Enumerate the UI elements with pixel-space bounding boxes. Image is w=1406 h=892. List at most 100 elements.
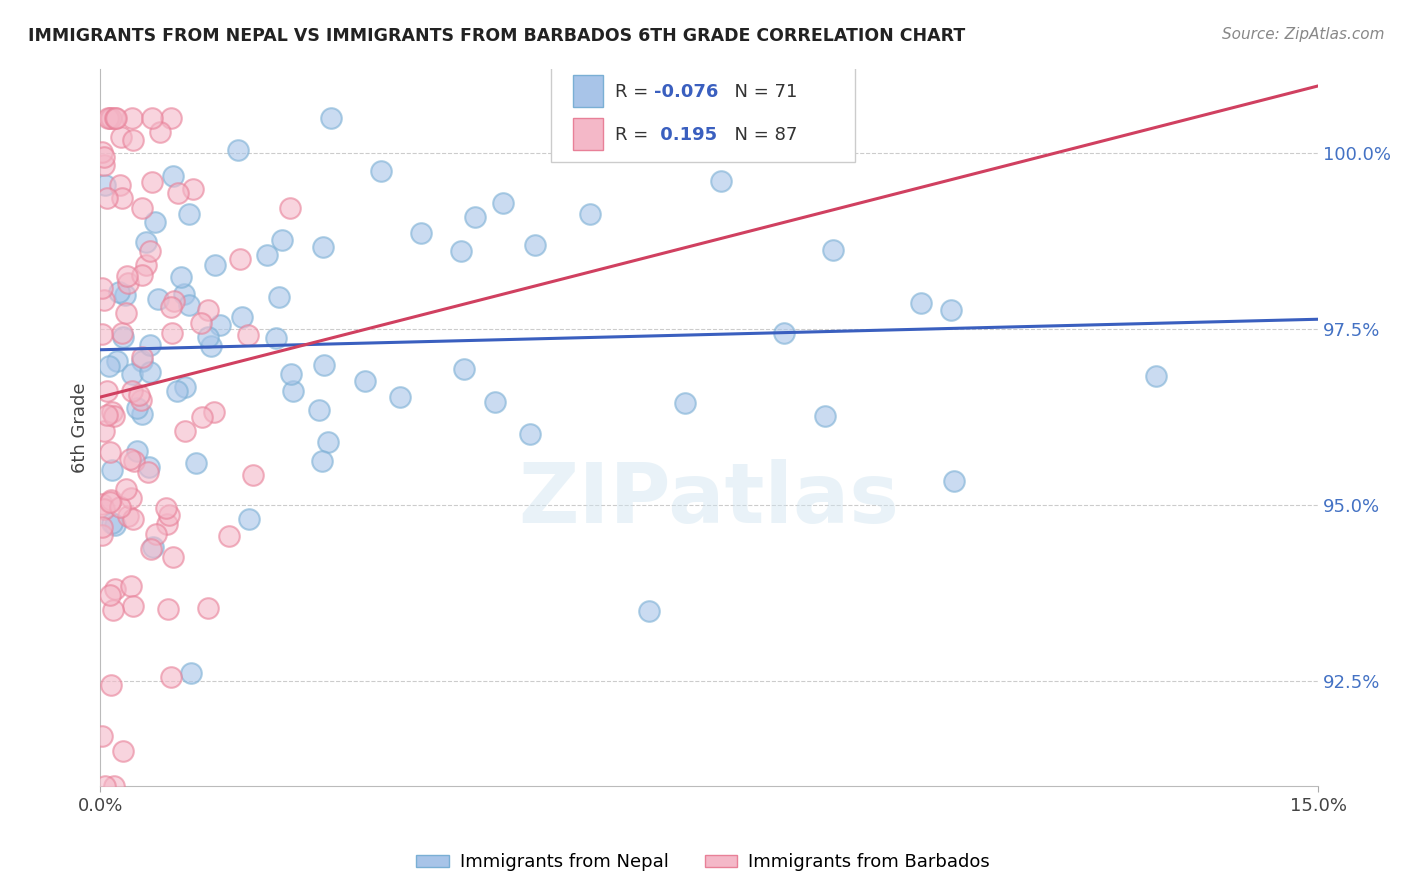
Y-axis label: 6th Grade: 6th Grade	[72, 382, 89, 473]
Point	[103, 779, 125, 793]
Point	[162, 169, 184, 183]
Point	[231, 310, 253, 324]
Point	[100, 462, 122, 476]
Point	[98, 111, 121, 125]
Point	[141, 541, 163, 556]
Point	[145, 526, 167, 541]
Point	[1144, 369, 1167, 384]
Point	[226, 143, 249, 157]
Point	[122, 133, 145, 147]
FancyBboxPatch shape	[551, 62, 855, 161]
Point	[98, 588, 121, 602]
Point	[97, 359, 120, 374]
Point	[157, 508, 180, 523]
Point	[354, 374, 377, 388]
Point	[118, 452, 141, 467]
Point	[204, 258, 226, 272]
Point	[111, 326, 134, 340]
Point	[173, 287, 195, 301]
Point	[131, 407, 153, 421]
Point	[108, 178, 131, 192]
Point	[160, 111, 183, 125]
Point	[197, 303, 219, 318]
Point	[93, 501, 115, 516]
Point	[131, 268, 153, 282]
Point	[450, 244, 472, 258]
Point	[492, 196, 515, 211]
Point	[242, 467, 264, 482]
Point	[135, 235, 157, 249]
Point	[111, 191, 134, 205]
Point	[94, 779, 117, 793]
Point	[104, 582, 127, 596]
Point	[160, 326, 183, 341]
Point	[638, 604, 661, 618]
Point	[101, 405, 124, 419]
Point	[96, 408, 118, 422]
Point	[101, 603, 124, 617]
Point	[314, 358, 336, 372]
Point	[177, 298, 200, 312]
Point	[173, 380, 195, 394]
Point	[163, 293, 186, 308]
Point	[131, 201, 153, 215]
Point	[464, 210, 486, 224]
Point	[311, 454, 333, 468]
Point	[155, 500, 177, 515]
Point	[453, 362, 475, 376]
Point	[135, 258, 157, 272]
Point	[96, 384, 118, 399]
Point	[101, 516, 124, 530]
Point	[98, 445, 121, 459]
Bar	[572, 118, 603, 151]
Point	[138, 459, 160, 474]
Point	[813, 409, 835, 423]
Point	[269, 290, 291, 304]
Text: N = 71: N = 71	[723, 83, 797, 102]
Point	[238, 328, 260, 343]
Point	[180, 665, 202, 680]
Point	[312, 240, 335, 254]
Text: Source: ZipAtlas.com: Source: ZipAtlas.com	[1222, 27, 1385, 42]
Point	[186, 456, 208, 470]
Point	[114, 288, 136, 302]
Point	[115, 268, 138, 283]
Text: -0.076: -0.076	[654, 83, 718, 102]
Point	[120, 579, 142, 593]
Point	[710, 174, 733, 188]
Point	[127, 401, 149, 415]
Point	[122, 599, 145, 614]
Point	[98, 495, 121, 509]
Point	[162, 549, 184, 564]
Point	[121, 111, 143, 125]
Point	[148, 292, 170, 306]
Point	[142, 540, 165, 554]
Point	[110, 130, 132, 145]
Point	[141, 175, 163, 189]
Point	[128, 388, 150, 402]
Point	[138, 465, 160, 479]
Point	[160, 670, 183, 684]
Point	[197, 600, 219, 615]
Point	[772, 326, 794, 341]
Legend: Immigrants from Nepal, Immigrants from Barbados: Immigrants from Nepal, Immigrants from B…	[409, 847, 997, 879]
Point	[139, 244, 162, 259]
Point	[121, 384, 143, 398]
Text: R =: R =	[616, 83, 654, 102]
Point	[942, 474, 965, 488]
Point	[191, 409, 214, 424]
Point	[108, 285, 131, 299]
Point	[93, 424, 115, 438]
Point	[91, 497, 114, 511]
Point	[121, 367, 143, 381]
Point	[138, 338, 160, 352]
Text: N = 87: N = 87	[723, 127, 797, 145]
Point	[579, 207, 602, 221]
Point	[93, 293, 115, 307]
Point	[131, 351, 153, 365]
Point	[117, 277, 139, 291]
Point	[181, 182, 204, 196]
Point	[281, 384, 304, 399]
Point	[143, 215, 166, 229]
Point	[100, 493, 122, 508]
